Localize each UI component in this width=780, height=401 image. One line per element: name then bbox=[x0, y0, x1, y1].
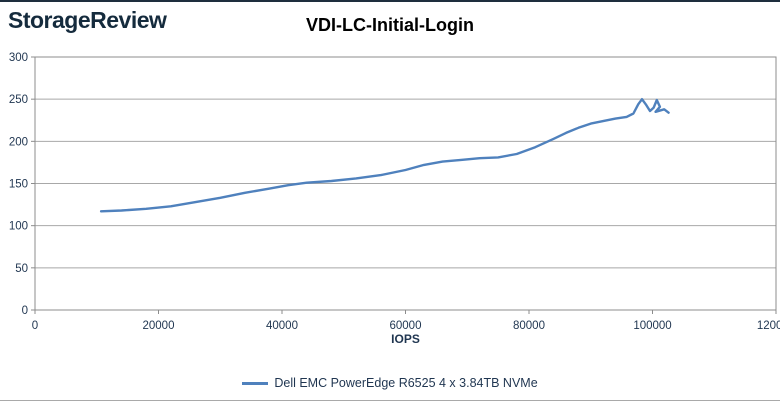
x-tick-label: 0 bbox=[32, 320, 38, 332]
x-axis-title: IOPS bbox=[391, 332, 420, 346]
x-tick-label: 80000 bbox=[513, 320, 545, 332]
x-tick-label: 40000 bbox=[266, 320, 298, 332]
y-tick-label: 250 bbox=[9, 94, 28, 106]
legend: Dell EMC PowerEdge R6525 4 x 3.84TB NVMe bbox=[0, 373, 780, 393]
x-tick-label: 120000 bbox=[757, 320, 780, 332]
line-chart: 0 50 100 150 200 250 300 0 20000 40000 60000 80000 1… bbox=[9, 52, 780, 332]
legend-label: Dell EMC PowerEdge R6525 4 x 3.84TB NVMe bbox=[274, 376, 538, 390]
chart-title: VDI-LC-Initial-Login bbox=[306, 15, 474, 35]
y-tick-label: 50 bbox=[15, 263, 28, 275]
y-tick-label: 300 bbox=[9, 52, 28, 64]
y-tick-label: 100 bbox=[9, 221, 28, 233]
storagereview-logo: StorageReview bbox=[8, 7, 167, 33]
y-tick-label: 150 bbox=[9, 179, 28, 191]
data-line bbox=[99, 97, 670, 213]
x-tick-label: 100000 bbox=[633, 320, 671, 332]
y-tick-label: 200 bbox=[9, 136, 28, 148]
legend-line-swatch bbox=[242, 381, 269, 385]
x-tick-label: 60000 bbox=[390, 320, 422, 332]
y-tick-label: 0 bbox=[22, 305, 28, 317]
x-tick-label: 20000 bbox=[143, 320, 175, 332]
